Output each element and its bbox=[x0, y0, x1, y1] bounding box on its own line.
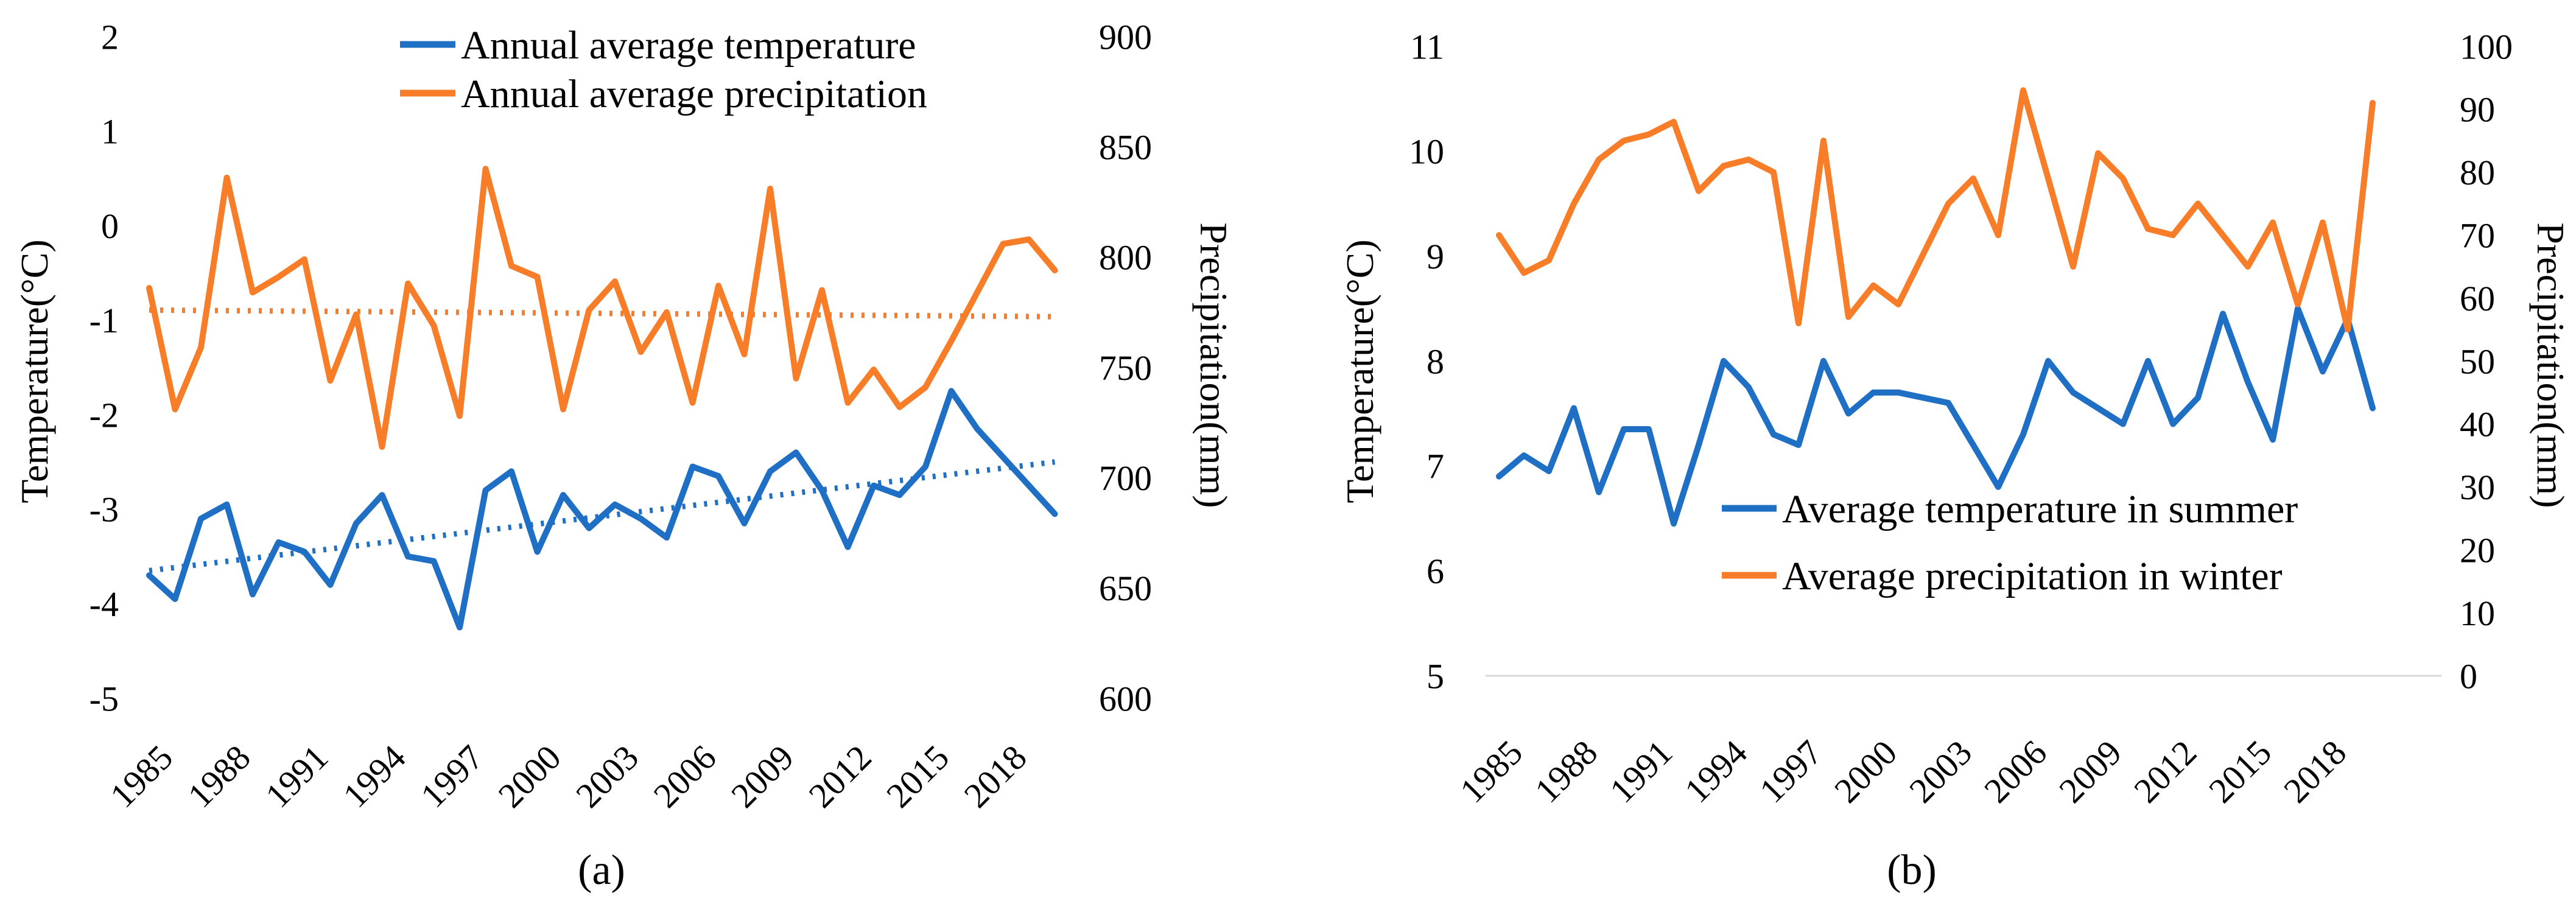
chart-a-caption: (a) bbox=[578, 847, 625, 894]
right-axis-tick-label: 40 bbox=[2460, 405, 2495, 444]
left-axis-tick-label: 0 bbox=[101, 206, 119, 246]
left-axis-tick-label: 2 bbox=[101, 17, 119, 57]
legend-label-annual-temperature: Annual average temperature bbox=[461, 23, 916, 68]
chart-a-left-axis-title: Temperature(°C) bbox=[13, 239, 56, 503]
left-axis-tick-label: 8 bbox=[1427, 342, 1444, 381]
right-axis-tick-label: 20 bbox=[2460, 531, 2495, 570]
x-axis-tick-label: 1985 bbox=[102, 737, 180, 815]
x-axis-tick-label: 1991 bbox=[1602, 732, 1680, 810]
right-axis-tick-label: 100 bbox=[2460, 27, 2513, 66]
chart-b-plot-area bbox=[1486, 87, 2441, 677]
x-axis-tick-label: 1997 bbox=[1752, 732, 1830, 810]
left-axis-tick-label: -4 bbox=[89, 584, 119, 624]
x-axis-tick-label: 2000 bbox=[1827, 732, 1904, 810]
right-axis-tick-label: 850 bbox=[1099, 127, 1152, 167]
trendline-right bbox=[149, 307, 1055, 320]
right-axis-tick-label: 70 bbox=[2460, 216, 2495, 256]
x-axis-tick-label: 2018 bbox=[956, 737, 1034, 815]
series-line-left bbox=[146, 388, 1058, 631]
left-axis-tick-label: 7 bbox=[1427, 447, 1444, 486]
chart-b: 1110987651009080706050403020100198519881… bbox=[1338, 27, 2572, 894]
left-axis-tick-label: -1 bbox=[89, 301, 119, 340]
left-axis-tick-label: -5 bbox=[89, 679, 119, 718]
x-axis-tick-label: 1994 bbox=[335, 737, 413, 815]
left-axis-tick-label: -2 bbox=[89, 395, 119, 435]
chart-b-caption: (b) bbox=[1887, 847, 1937, 894]
x-axis-tick-label: 2003 bbox=[568, 737, 646, 815]
legend-label-winter-precipitation: Average precipitation in winter bbox=[1782, 554, 2283, 598]
left-axis-tick-label: -3 bbox=[89, 490, 119, 530]
left-axis-tick-label: 11 bbox=[1410, 27, 1444, 66]
x-axis-tick-label: 2009 bbox=[2051, 732, 2129, 810]
x-axis-tick-label: 2006 bbox=[1976, 732, 2054, 810]
chart-b-legend: Average temperature in summer Average pr… bbox=[1722, 487, 2298, 598]
right-axis-tick-label: 900 bbox=[1099, 17, 1152, 57]
chart-a-legend: Annual average temperature Annual averag… bbox=[400, 23, 927, 116]
x-axis-tick-label: 2003 bbox=[1901, 732, 1979, 810]
left-axis-tick-label: 9 bbox=[1427, 237, 1444, 276]
chart-b-left-axis-title: Temperature(°C) bbox=[1338, 239, 1381, 503]
right-axis-tick-label: 60 bbox=[2460, 279, 2495, 318]
right-axis-tick-label: 700 bbox=[1099, 458, 1152, 498]
x-axis-tick-label: 1988 bbox=[1527, 732, 1605, 810]
x-axis-tick-label: 2012 bbox=[801, 737, 879, 815]
x-axis-tick-label: 1985 bbox=[1452, 732, 1530, 810]
right-axis-tick-label: 600 bbox=[1099, 679, 1152, 718]
chart-a-right-axis-title: Precipitation(mm) bbox=[1192, 222, 1235, 508]
x-axis-tick-label: 2012 bbox=[2126, 732, 2204, 810]
left-axis-tick-label: 6 bbox=[1427, 552, 1444, 591]
x-axis-tick-label: 2000 bbox=[491, 737, 569, 815]
left-axis-tick-label: 1 bbox=[101, 112, 119, 152]
x-axis-tick-label: 2009 bbox=[723, 737, 801, 815]
right-axis-tick-label: 50 bbox=[2460, 342, 2495, 381]
right-axis-tick-label: 30 bbox=[2460, 468, 2495, 507]
right-axis-tick-label: 80 bbox=[2460, 153, 2495, 192]
x-axis-tick-label: 2015 bbox=[2201, 732, 2279, 810]
series-line-right bbox=[1496, 87, 2376, 333]
left-axis-tick-label: 5 bbox=[1427, 656, 1444, 696]
right-axis-tick-label: 750 bbox=[1099, 348, 1152, 388]
right-axis-tick-label: 10 bbox=[2460, 594, 2495, 633]
x-axis-tick-label: 1997 bbox=[413, 737, 491, 815]
chart-a-plot-area bbox=[146, 166, 1058, 631]
right-axis-tick-label: 650 bbox=[1099, 569, 1152, 608]
left-axis-tick-label: 10 bbox=[1409, 132, 1444, 172]
chart-b-right-axis-title: Precipitation(mm) bbox=[2529, 222, 2572, 508]
legend-label-summer-temperature: Average temperature in summer bbox=[1782, 487, 2298, 531]
x-axis-tick-label: 2015 bbox=[879, 737, 956, 815]
series-line-left bbox=[1496, 305, 2376, 527]
legend-label-annual-precipitation: Annual average precipitation bbox=[461, 72, 927, 116]
x-axis-tick-label: 2018 bbox=[2276, 732, 2354, 810]
x-axis-tick-label: 2006 bbox=[646, 737, 724, 815]
series-line-right bbox=[146, 166, 1058, 450]
right-axis-tick-label: 800 bbox=[1099, 238, 1152, 278]
right-axis-tick-label: 0 bbox=[2460, 656, 2477, 696]
x-axis-tick-label: 1994 bbox=[1677, 732, 1755, 810]
x-axis-tick-label: 1991 bbox=[258, 737, 335, 815]
x-axis-tick-label: 1988 bbox=[180, 737, 258, 815]
right-axis-tick-label: 90 bbox=[2460, 90, 2495, 130]
